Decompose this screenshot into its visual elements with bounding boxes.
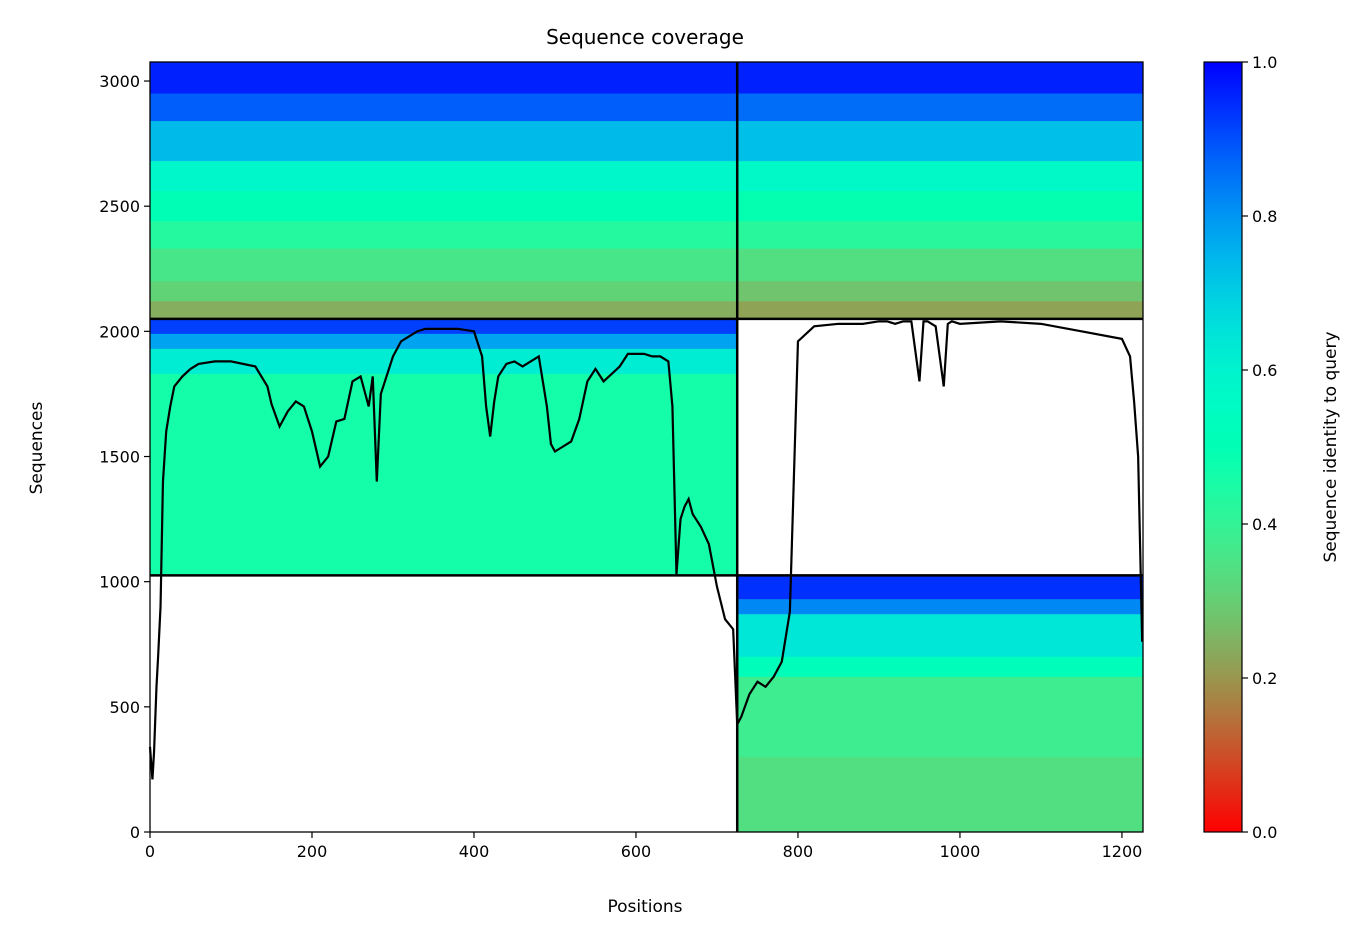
y-axis-label: Sequences	[27, 402, 47, 495]
coverage-block-unpaired	[150, 318, 738, 576]
x-tick-label: 1200	[1102, 842, 1143, 861]
identity-band	[150, 318, 738, 335]
x-tick-label: 200	[297, 842, 328, 861]
colorbar-tick-label: 0.6	[1252, 361, 1277, 380]
identity-band	[150, 281, 738, 302]
x-tick-label: 800	[783, 842, 814, 861]
colorbar-tick-label: 1.0	[1252, 53, 1277, 72]
x-tick-label: 0	[145, 842, 155, 861]
colorbar-label: Sequence identity to query	[1321, 331, 1341, 562]
identity-band	[737, 248, 1143, 282]
identity-band	[150, 121, 738, 162]
identity-band	[150, 373, 738, 576]
colorbar-frame	[1203, 61, 1243, 833]
identity-band	[737, 614, 1143, 658]
x-tick-label: 600	[621, 842, 652, 861]
colorbar: 0.0 0.2 0.4 0.6 0.8 1.0	[1203, 53, 1277, 842]
y-tick-label: 2000	[99, 322, 140, 341]
identity-band	[737, 121, 1143, 162]
identity-band	[737, 575, 1143, 600]
x-tick-label: 400	[459, 842, 490, 861]
identity-band	[737, 191, 1143, 222]
identity-band	[150, 301, 738, 320]
plot-area: 0 200 400 600 800 1000 1200 0 500 1000 1500 2000 250…	[99, 61, 1144, 861]
coverage-line	[148, 320, 1144, 780]
identity-band	[737, 161, 1143, 192]
colorbar-tick-label: 0.8	[1252, 207, 1277, 226]
identity-band	[737, 93, 1143, 122]
identity-band	[737, 599, 1143, 615]
identity-band	[150, 248, 738, 282]
coverage-block-paired	[150, 62, 738, 320]
identity-band	[150, 348, 738, 375]
identity-band	[737, 281, 1143, 302]
identity-band	[737, 62, 1143, 95]
identity-band	[737, 656, 1143, 678]
colorbar-gradient	[1204, 62, 1242, 832]
colorbar-tick-label: 0.4	[1252, 515, 1277, 534]
identity-band	[150, 62, 738, 95]
colorbar-tick-label: 0.0	[1252, 823, 1277, 842]
identity-band	[737, 756, 1143, 833]
identity-band	[150, 161, 738, 192]
x-tick-label: 1000	[940, 842, 981, 861]
y-tick-label: 2500	[99, 197, 140, 216]
identity-band	[150, 93, 738, 122]
coverage-block-unpaired	[737, 575, 1143, 833]
identity-band	[150, 221, 738, 250]
coverage-block-paired	[737, 62, 1143, 320]
y-tick-label: 3000	[99, 72, 140, 91]
chart-title: Sequence coverage	[546, 25, 744, 49]
identity-band	[150, 333, 738, 350]
y-tick-label: 1500	[99, 448, 140, 467]
identity-band	[737, 301, 1143, 320]
identity-band	[737, 221, 1143, 250]
identity-band	[737, 676, 1143, 758]
identity-band	[150, 191, 738, 222]
y-tick-label: 500	[109, 698, 140, 717]
y-tick-label: 1000	[99, 573, 140, 592]
colorbar-tick-label: 0.2	[1252, 669, 1277, 688]
plot-frame	[149, 61, 1144, 833]
x-axis-label: Positions	[607, 897, 682, 917]
y-tick-label: 0	[130, 823, 140, 842]
